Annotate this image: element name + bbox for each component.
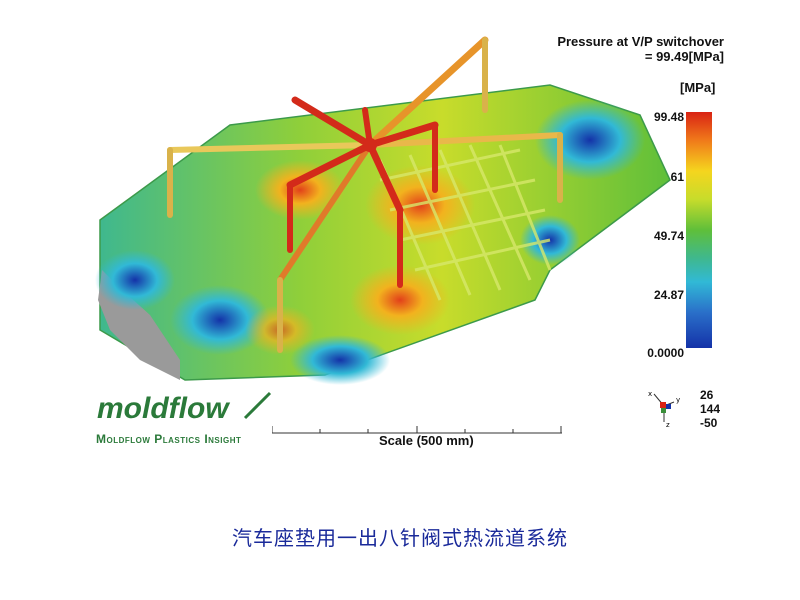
moldflow-logo: moldflow: [97, 391, 272, 425]
orientation-value-3: -50: [700, 416, 718, 430]
result-title-line1: Pressure at V/P switchover: [557, 34, 724, 49]
hot-runner-system: [167, 36, 563, 353]
product-name: Moldflow Plastics Insight: [96, 432, 242, 446]
scale-label: Scale (500 mm): [379, 433, 474, 448]
orientation-triad-icon: x y z: [648, 390, 680, 428]
svg-text:moldflow: moldflow: [97, 392, 230, 425]
axis-z-label: z: [666, 421, 670, 428]
legend-tick-min: 0.0000: [647, 346, 684, 360]
axis-y-label: y: [676, 396, 680, 404]
unit-label: [MPa]: [680, 80, 716, 95]
orientation-value-1: 26: [700, 388, 714, 402]
legend-tick-2: 49.74: [653, 229, 684, 243]
orientation-values: 26 144 -50: [700, 388, 720, 430]
slide-caption: 汽车座垫用一出八针阀式热流道系统: [232, 528, 568, 550]
result-title-line2: = 99.49[MPa]: [644, 49, 724, 64]
sprue: [363, 138, 377, 152]
legend-tick-1: 24.87: [653, 288, 684, 302]
part-contour-plot: [95, 36, 671, 385]
color-legend-bar: [686, 112, 712, 348]
result-title: Pressure at V/P switchover = 99.49[MPa]: [557, 34, 724, 64]
axis-x-label: x: [648, 390, 652, 398]
scale-bar: [272, 426, 562, 434]
orientation-value-2: 144: [700, 402, 721, 416]
legend-tick-max: 99.48: [653, 110, 684, 124]
